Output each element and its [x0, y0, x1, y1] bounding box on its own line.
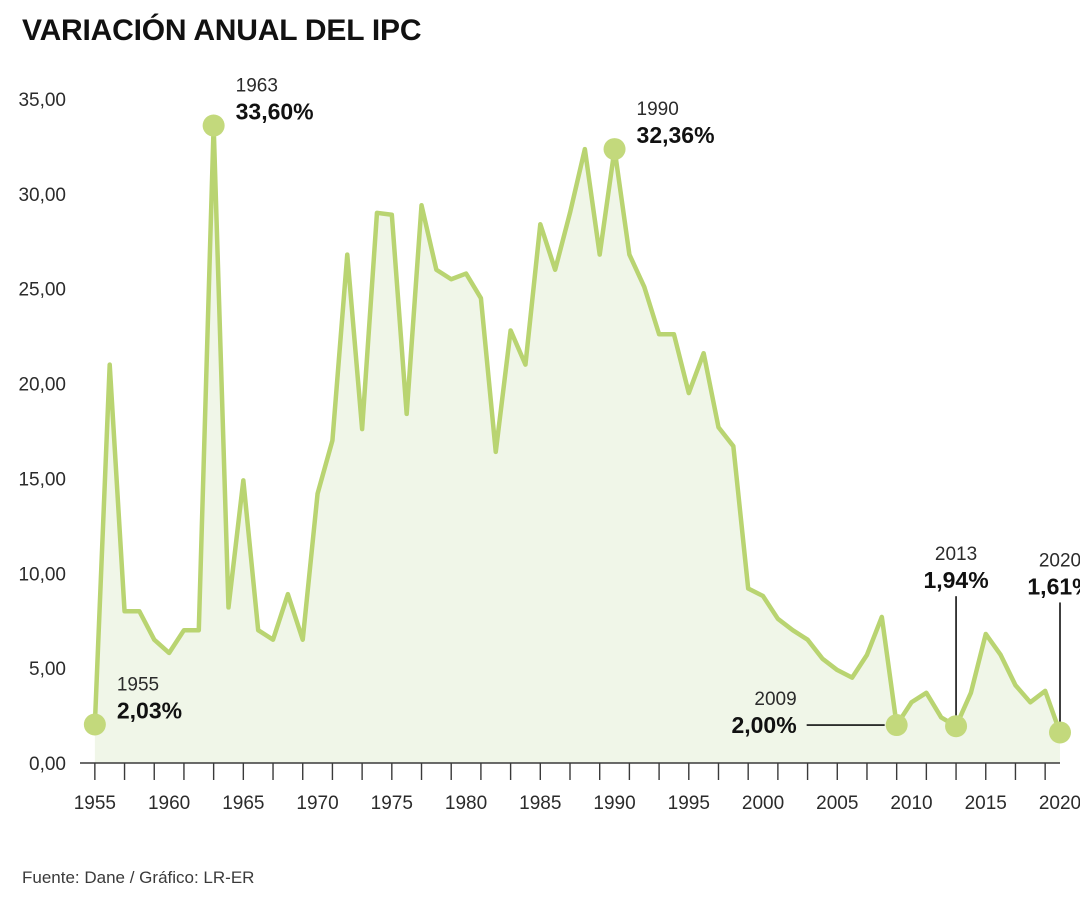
y-axis-tick-label: 5,00	[29, 659, 66, 680]
x-axis-tick-label: 1980	[445, 793, 487, 814]
x-axis-tick-label: 1960	[148, 793, 190, 814]
x-axis-tick-label: 1975	[371, 793, 413, 814]
ipc-area-chart: 0,00 5,00 10,00 15,00 20,00 25,00 30,00 35,00 1…	[18, 76, 1080, 814]
x-axis-tick-label: 1970	[296, 793, 338, 814]
annotation-value: 2,00%	[731, 712, 796, 738]
data-point-marker[interactable]	[603, 138, 626, 161]
x-axis-tick-label: 2015	[965, 793, 1007, 814]
x-axis-tick-label: 2005	[816, 793, 858, 814]
annotation-year: 1955	[117, 674, 159, 695]
area-fill-group	[94, 125, 1061, 763]
x-axis-tick-label: 1995	[668, 793, 710, 814]
page-title: VARIACIÓN ANUAL DEL IPC	[22, 14, 422, 47]
y-axis-ticks: 0,00 5,00 10,00 15,00 20,00 25,00 30,00 35,00	[18, 90, 66, 775]
annotation-value: 1,94%	[923, 567, 988, 593]
y-axis-tick-label: 15,00	[18, 469, 66, 490]
y-axis-tick-label: 0,00	[29, 754, 66, 775]
annotation-year: 1963	[236, 76, 278, 97]
annotation-value: 2,03%	[117, 697, 182, 723]
y-axis-tick-label: 20,00	[18, 375, 66, 396]
x-axis-tick-label: 2000	[742, 793, 784, 814]
x-axis-tick-label: 1990	[593, 793, 635, 814]
x-axis-tick-label: 1955	[74, 793, 116, 814]
y-axis-tick-label: 25,00	[18, 280, 66, 301]
y-axis-tick-label: 30,00	[18, 185, 66, 206]
annotation-year: 2013	[935, 544, 977, 565]
data-point-marker[interactable]	[885, 714, 908, 737]
annotation-value: 1,61%	[1027, 573, 1080, 599]
data-point-marker[interactable]	[83, 713, 106, 736]
y-axis-tick-label: 10,00	[18, 564, 66, 585]
x-axis-tick-label: 1985	[519, 793, 561, 814]
data-point-marker[interactable]	[1049, 721, 1071, 744]
x-axis-tick-label: 2010	[890, 793, 932, 814]
chart-figure: 0,00 5,00 10,00 15,00 20,00 25,00 30,00 35,00 1…	[0, 60, 1080, 840]
annotation-year: 2009	[754, 689, 796, 710]
x-axis-tick-label: 2020	[1039, 793, 1080, 814]
y-axis-tick-label: 35,00	[18, 90, 66, 111]
x-axis-tick-label: 1965	[222, 793, 264, 814]
annotation-year: 1990	[637, 99, 679, 120]
data-point-marker[interactable]	[945, 715, 968, 738]
data-point-marker[interactable]	[202, 114, 225, 137]
source-note: Fuente: Dane / Gráfico: LR-ER	[22, 868, 255, 887]
annotation-year: 2020	[1039, 550, 1080, 571]
annotation-value: 33,60%	[236, 99, 314, 125]
annotation-value: 32,36%	[637, 122, 715, 148]
x-axis-ticks: 1955 1960 1965 1970 1975 1980 1985 1990 1995 2000…	[74, 763, 1080, 814]
series-area-fill	[94, 125, 1061, 763]
